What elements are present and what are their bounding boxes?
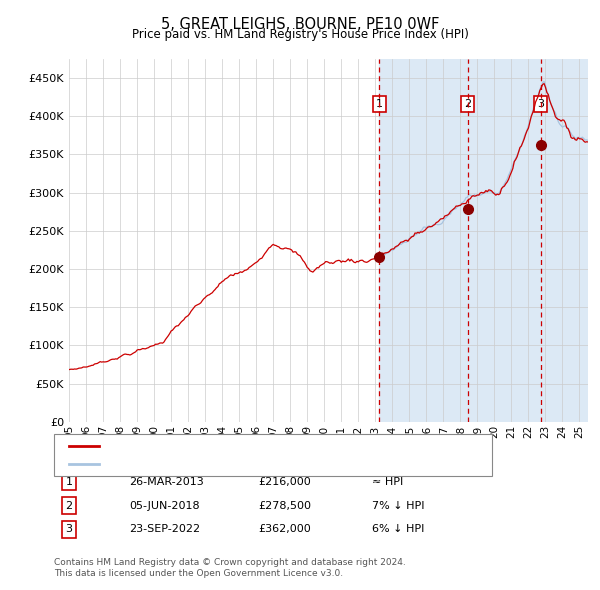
Text: 23-SEP-2022: 23-SEP-2022 — [129, 525, 200, 534]
Text: £278,500: £278,500 — [258, 501, 311, 510]
Text: 05-JUN-2018: 05-JUN-2018 — [129, 501, 200, 510]
Text: Contains HM Land Registry data © Crown copyright and database right 2024.
This d: Contains HM Land Registry data © Crown c… — [54, 558, 406, 578]
Bar — [379, 59, 588, 422]
Text: Price paid vs. HM Land Registry's House Price Index (HPI): Price paid vs. HM Land Registry's House … — [131, 28, 469, 41]
Text: HPI: Average price, detached house, South Kesteven: HPI: Average price, detached house, Sout… — [106, 459, 394, 469]
Text: 3: 3 — [65, 525, 73, 534]
Text: 3: 3 — [538, 99, 544, 109]
Text: £362,000: £362,000 — [258, 525, 311, 534]
Text: ≈ HPI: ≈ HPI — [372, 477, 403, 487]
Text: 2: 2 — [65, 501, 73, 510]
Text: 26-MAR-2013: 26-MAR-2013 — [129, 477, 204, 487]
Text: 6% ↓ HPI: 6% ↓ HPI — [372, 525, 424, 534]
Text: 1: 1 — [376, 99, 383, 109]
Text: 7% ↓ HPI: 7% ↓ HPI — [372, 501, 425, 510]
Text: £216,000: £216,000 — [258, 477, 311, 487]
Text: 2: 2 — [464, 99, 471, 109]
Text: 1: 1 — [65, 477, 73, 487]
Text: 5, GREAT LEIGHS, BOURNE, PE10 0WF (detached house): 5, GREAT LEIGHS, BOURNE, PE10 0WF (detac… — [106, 441, 415, 451]
Text: 5, GREAT LEIGHS, BOURNE, PE10 0WF: 5, GREAT LEIGHS, BOURNE, PE10 0WF — [161, 17, 439, 31]
